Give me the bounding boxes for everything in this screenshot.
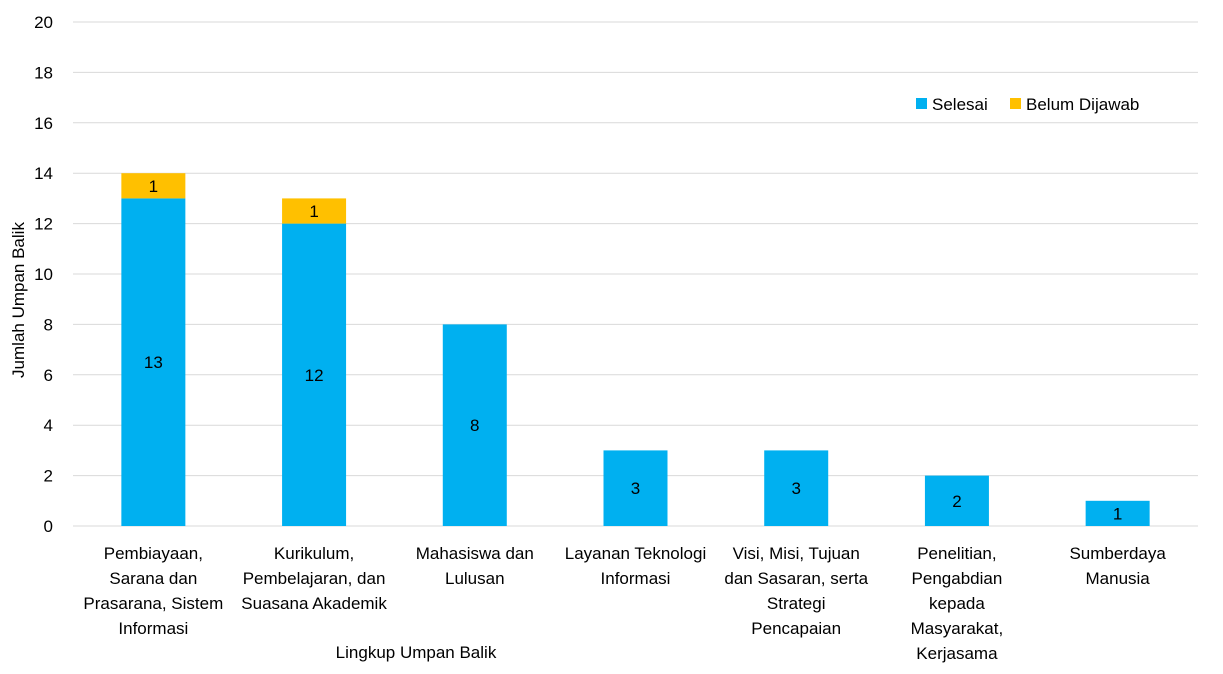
y-tick-label: 14 <box>34 164 53 183</box>
legend-label: Belum Dijawab <box>1026 95 1139 114</box>
data-labels: 13 1 12 1 8 3 3 2 1 <box>144 177 1122 524</box>
x-category-label: Sumberdaya Manusia <box>1069 544 1166 588</box>
y-tick-label: 4 <box>44 416 53 435</box>
x-category-label: Mahasiswa dan Lulusan <box>416 544 534 588</box>
data-label: 2 <box>952 492 961 511</box>
legend-swatch <box>916 98 927 109</box>
x-category-label: Layanan Teknologi Informasi <box>565 544 706 588</box>
x-category-label: Penelitian, Pengabdian kepada Masyarakat, Ke… <box>911 544 1004 663</box>
data-label: 1 <box>309 202 318 221</box>
data-label: 8 <box>470 416 479 435</box>
y-tick-label: 8 <box>44 315 53 334</box>
legend-swatch <box>1010 98 1021 109</box>
x-axis-title: Lingkup Umpan Balik <box>336 643 497 662</box>
x-axis-categories: Pembiayaan, Sarana dan Prasarana, Sistem In… <box>83 544 1166 663</box>
data-label: 1 <box>149 177 158 196</box>
y-axis-ticks: 0 2 4 6 8 10 12 14 16 18 20 <box>34 13 53 536</box>
x-category-label: Pembiayaan, Sarana dan Prasarana, Sistem In… <box>83 544 223 638</box>
bar-selesai <box>121 198 186 526</box>
x-category-label: Kurikulum, Pembelajaran, dan Suasana Akade… <box>241 544 387 613</box>
data-label: 13 <box>144 353 163 372</box>
bar-belum-dijawab <box>121 173 186 199</box>
y-tick-label: 2 <box>44 467 53 486</box>
bars <box>121 173 1150 526</box>
data-label: 3 <box>791 479 800 498</box>
y-tick-label: 10 <box>34 265 53 284</box>
y-tick-label: 18 <box>34 63 53 82</box>
y-tick-label: 6 <box>44 366 53 385</box>
data-label: 12 <box>305 366 324 385</box>
legend: Selesai Belum Dijawab <box>916 95 1139 114</box>
x-category-label: Visi, Misi, Tujuan dan Sasaran, serta Stra… <box>724 544 868 638</box>
gridlines <box>73 21 1198 527</box>
data-label: 1 <box>1113 504 1122 523</box>
y-tick-label: 0 <box>44 517 53 536</box>
y-tick-label: 12 <box>34 215 53 234</box>
y-axis-title: Jumlah Umpan Balik <box>9 222 28 378</box>
data-label: 3 <box>631 479 640 498</box>
bar-selesai <box>1085 500 1150 526</box>
bar-selesai <box>924 475 989 526</box>
legend-label: Selesai <box>932 95 988 114</box>
bar-selesai <box>764 450 829 526</box>
y-tick-label: 16 <box>34 114 53 133</box>
bar-selesai <box>442 324 507 526</box>
y-tick-label: 20 <box>34 13 53 32</box>
bar-belum-dijawab <box>282 198 347 224</box>
bar-selesai <box>603 450 668 526</box>
bar-selesai <box>282 223 347 526</box>
